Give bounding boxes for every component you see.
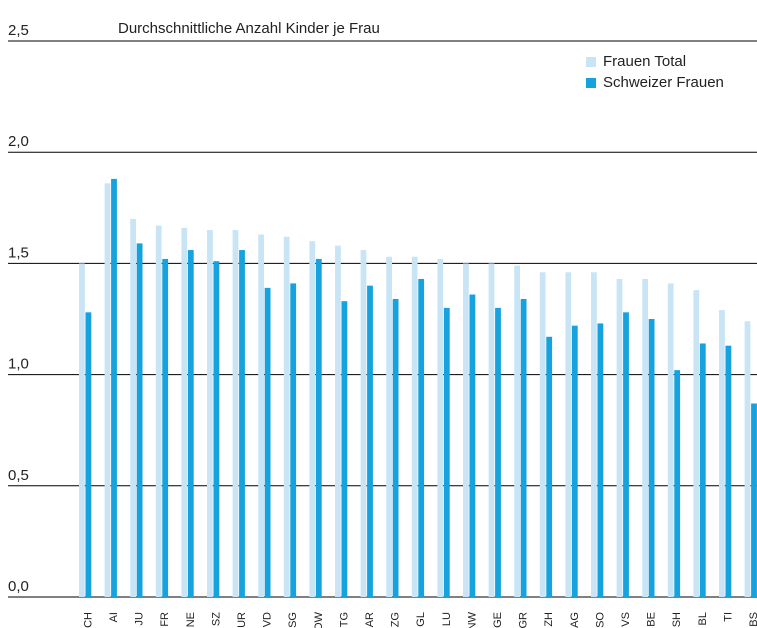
bar: [290, 283, 297, 597]
bar: [85, 312, 92, 597]
x-tick-label: GR: [518, 612, 530, 628]
bar: [335, 245, 341, 597]
x-tick-label: TI: [722, 612, 734, 622]
bar: [162, 258, 169, 597]
x-tick-label: LU: [441, 612, 453, 626]
bar: [674, 370, 681, 597]
x-tick-label: AG: [569, 612, 581, 628]
bar: [309, 241, 316, 597]
x-tick-label: SO: [594, 612, 606, 628]
x-tick-label: UR: [236, 612, 248, 628]
x-tick-label: GE: [492, 612, 504, 628]
x-tick-label: ZG: [390, 612, 402, 627]
x-tick-label: TG: [338, 612, 350, 627]
bar: [719, 310, 725, 597]
x-tick-label: AR: [364, 612, 376, 627]
y-tick-label: 2,0: [8, 133, 29, 150]
bar: [699, 343, 706, 597]
bar: [591, 272, 597, 597]
x-tick-label: SG: [287, 612, 299, 628]
bar: [130, 218, 136, 598]
x-tick-label: AI: [108, 612, 120, 622]
bar: [283, 236, 290, 597]
x-tick-label: FR: [159, 612, 171, 627]
bar: [386, 256, 392, 597]
x-tick-label: SZ: [210, 612, 222, 626]
x-tick-label: BS: [748, 612, 757, 627]
bar: [411, 256, 418, 597]
bar: [104, 183, 111, 597]
legend-label: Schweizer Frauen: [603, 74, 724, 91]
y-tick-label: 2,5: [8, 22, 29, 39]
bar: [597, 323, 604, 597]
bar: [488, 263, 495, 597]
x-tick-label: CH: [82, 612, 94, 628]
bar: [437, 258, 444, 597]
x-tick-label: SH: [671, 612, 683, 627]
bar: [213, 261, 220, 597]
bar: [623, 312, 629, 597]
bar: [571, 325, 578, 597]
bar: [207, 230, 213, 598]
x-tick-label: VS: [620, 612, 632, 627]
bar: [155, 225, 162, 598]
bar: [495, 307, 501, 597]
bar: [232, 230, 239, 598]
y-tick-label: 1,5: [8, 244, 29, 261]
bar: [565, 272, 572, 597]
y-tick-label: 1,0: [8, 356, 29, 373]
bar: [443, 307, 450, 597]
bar: [751, 403, 757, 597]
bar: [667, 283, 674, 597]
bar: [546, 336, 553, 597]
bar: [418, 278, 425, 597]
chart-title: Durchschnittliche Anzahl Kinder je Frau: [118, 20, 380, 37]
bar: [341, 301, 348, 597]
bar: [744, 321, 751, 597]
bar: [725, 345, 732, 597]
bar: [111, 178, 117, 597]
x-tick-label: VD: [262, 612, 274, 627]
bar: [463, 263, 469, 597]
x-tick-label: JU: [134, 612, 146, 626]
x-tick-label: BL: [697, 612, 709, 625]
legend-label: Frauen Total: [603, 53, 686, 70]
bar: [258, 234, 264, 597]
bar: [616, 278, 623, 597]
bar: [136, 243, 143, 597]
bar: [642, 278, 648, 597]
bar: [264, 287, 271, 597]
bar: [392, 298, 399, 597]
x-tick-label: GL: [415, 612, 427, 627]
legend-swatch: [586, 78, 596, 88]
legend-swatch: [586, 57, 596, 67]
bar: [360, 250, 367, 597]
bar: [239, 250, 245, 597]
bar: [520, 298, 527, 597]
y-tick-label: 0,5: [8, 467, 29, 484]
y-tick-label: 0,0: [8, 578, 29, 595]
bar: [514, 265, 520, 597]
bar: [79, 263, 85, 597]
x-tick-label: BE: [646, 612, 658, 627]
x-tick-label: ZH: [543, 612, 555, 627]
bar: [181, 227, 188, 598]
bar: [539, 272, 546, 597]
bar: [187, 250, 194, 597]
bar: [315, 258, 322, 597]
bar: [693, 290, 700, 597]
bar: [648, 319, 655, 597]
x-tick-label: NE: [185, 612, 197, 627]
bar: [367, 285, 373, 597]
bar: [469, 294, 476, 597]
x-tick-label: OW: [313, 611, 325, 628]
x-tick-label: NW: [466, 611, 478, 628]
